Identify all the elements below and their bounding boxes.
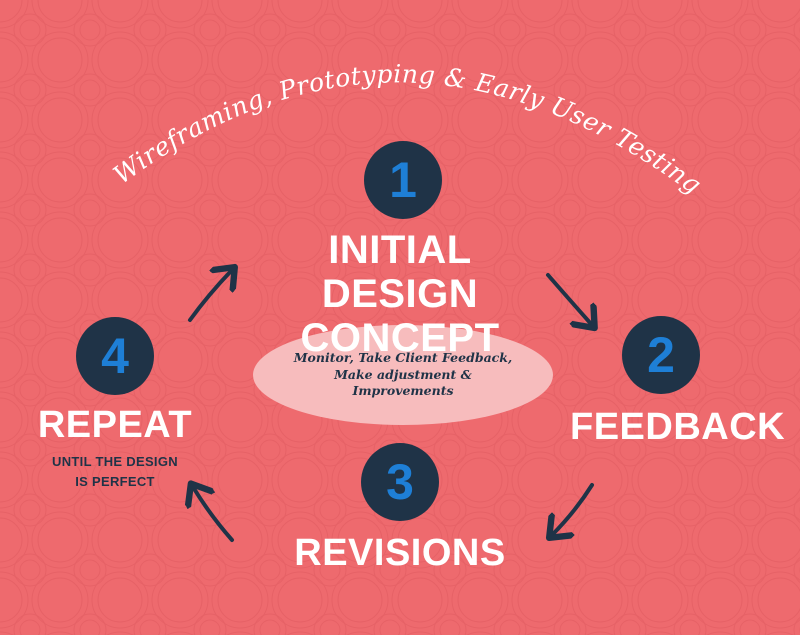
step-1-label-line: INITIAL DESIGN — [321, 228, 479, 316]
step-4-sublabel-line: IS PERFECT — [75, 474, 155, 490]
step-4-number: 4 — [101, 328, 129, 384]
step-3-label-line: REVISIONS — [294, 532, 506, 574]
step-2-number: 2 — [647, 327, 675, 383]
step-4-sublabel: UNTIL THE DESIGN IS PERFECT — [35, 452, 195, 492]
step-4-sublabel-line: UNTIL THE DESIGN — [52, 454, 178, 469]
step-2-label-line: FEEDBACK — [570, 406, 786, 448]
center-note-line: Monitor, Take Client Feedback, — [293, 349, 513, 365]
step-1-number: 1 — [389, 152, 417, 208]
step-2-circle: 2 — [622, 316, 700, 394]
step-3-circle: 3 — [361, 443, 439, 521]
step-2-label: FEEDBACK — [570, 406, 786, 449]
center-note-line: Make adjustment & — [334, 366, 472, 382]
step-3-number: 3 — [386, 454, 414, 510]
step-3-label: REVISIONS — [280, 532, 520, 575]
step-4-circle: 4 — [76, 317, 154, 395]
center-note-line: Improvements — [352, 383, 454, 399]
step-4-label: REPEAT — [20, 404, 210, 447]
step-1-circle: 1 — [364, 141, 442, 219]
step-1-label-line: CONCEPT — [300, 316, 500, 360]
step-1-label: INITIAL DESIGN CONCEPT — [250, 228, 550, 360]
step-4-label-line: REPEAT — [37, 404, 193, 446]
center-note: Monitor, Take Client Feedback, Make adju… — [253, 325, 553, 425]
